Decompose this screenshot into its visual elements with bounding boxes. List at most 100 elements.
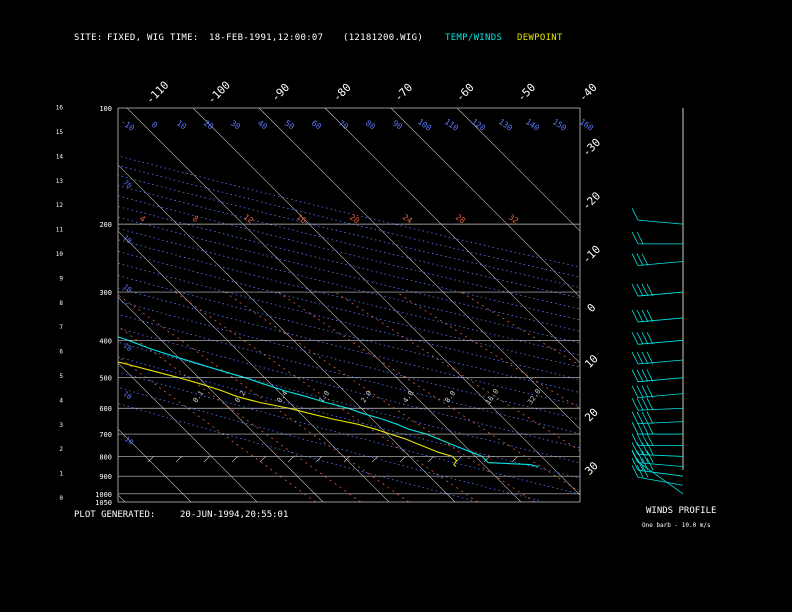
wind-barb-flag [631,385,639,398]
pressure-label: 400 [99,337,112,345]
wind-marker [511,455,519,463]
barb-note: One barb - 10.0 m/s [642,522,711,529]
wind-barb-flag [631,207,639,221]
mixing-ratio-label: 8.0 [443,389,457,404]
wind-barb-flag [646,385,654,398]
legend-temp: TEMP/WINDS [445,33,503,43]
isotherm-label-top: -80 [330,81,353,104]
wind-barb-flag [636,231,644,245]
wind-barb-flag [631,457,639,471]
height-label: 16 [56,105,64,112]
lapse-label: 12 [242,213,255,226]
wind-barb-flag [636,411,644,424]
mixing-ratio-line [174,291,479,502]
isotherm-line [456,108,580,232]
mixing-ratio-label: 0.1 [191,389,205,404]
wind-barb-flag [631,421,639,435]
mixing-ratio-label: 1.0 [317,389,331,404]
wind-barb-flag [631,351,639,365]
height-label: 5 [59,373,63,380]
isotherm-label-right: 10 [582,352,601,371]
wind-barb-flag [636,433,644,446]
pressure-label: 300 [99,289,112,297]
wind-barb-flag [631,309,639,323]
pressure-label: 800 [99,453,112,461]
isotherm-line [118,230,390,502]
wind-marker [371,455,379,463]
pressure-label: 600 [99,405,112,413]
temperature-profile [118,336,539,468]
dry-adiabat [118,371,580,495]
wind-barb-flag [631,450,639,463]
isotherm-label-top: -90 [269,81,292,104]
wind-barb-flag [646,398,654,411]
isotherm-line [118,296,324,502]
wind-barb-flag [631,442,639,455]
wind-barb-flag [646,369,654,382]
isotherm-line [118,428,192,502]
wind-barb-flag [631,253,639,266]
height-label: 7 [59,324,63,331]
wind-barb-flag [636,253,644,266]
lapse-label: 24 [401,213,414,226]
wind-marker [175,455,183,463]
isotherm-line [192,108,580,496]
height-label: 9 [59,275,63,282]
wind-marker [455,455,463,463]
wind-barb-staff [637,359,684,365]
lapse-label: 8 [191,214,200,224]
isotherm-label-right: -30 [580,136,603,159]
pressure-label: 1000 [95,491,112,499]
dry-adiabat-label-left: 10 [121,342,133,354]
dry-adiabat [118,185,580,299]
isotherm-label-top: -100 [205,79,233,107]
wind-barb-staff [637,476,684,486]
wind-barb-staff [637,407,684,411]
mixing-ratio-line [334,291,580,452]
isotherm-line [0,108,59,502]
dry-adiabat-label: 130 [497,117,514,133]
wind-barb-flag [646,283,654,297]
wind-marker [231,455,239,463]
dry-adiabat [118,227,580,344]
dry-adiabat [118,250,580,368]
dry-adiabat [118,155,580,268]
dry-adiabat-label: 100 [416,117,433,133]
dry-adiabat-label: -10 [119,117,136,133]
wind-barb-flag [636,283,644,297]
pressure-label: 500 [99,375,112,383]
isotherm-line [118,362,258,502]
dry-adiabat-label-left: 10 [121,390,133,402]
dewpoint-profile [118,361,458,467]
mixing-ratio-label: 2.0 [359,389,373,404]
height-label: 15 [56,129,64,136]
wind-barb-flag [641,332,649,345]
wind-barb-staff [637,461,684,495]
wind-barb-flag [641,411,649,424]
wind-barb-staff [637,291,684,297]
wind-barb-flag [636,351,644,365]
mixing-ratio-label: 4.0 [401,389,415,404]
plot-generated-value: 20-JUN-1994,20:55:01 [180,510,289,520]
file-name: (12181200.WIG) [343,33,424,43]
dry-adiabat [118,313,580,434]
wind-barb-flag [636,457,644,471]
dry-adiabat [118,356,580,479]
wind-barb-flag [631,283,639,297]
height-label: 2 [59,446,63,453]
dry-adiabat [118,206,580,321]
wind-barb-flag [641,421,649,435]
dry-adiabat [118,403,473,501]
pressure-label: 900 [99,473,112,481]
wind-barb-staff [637,421,684,425]
dry-adiabat-label: 60 [310,119,323,132]
dry-adiabat [118,341,580,464]
dry-adiabat [118,195,580,310]
mixing-ratio-label: 16.0 [484,388,500,406]
wind-barb-flag [641,433,649,446]
height-label: 12 [56,202,64,209]
mixing-ratio-line [460,291,580,367]
site-value: FIXED, WIG [107,33,165,43]
site-label: SITE: [74,33,103,43]
wind-barb-flag [646,457,654,471]
